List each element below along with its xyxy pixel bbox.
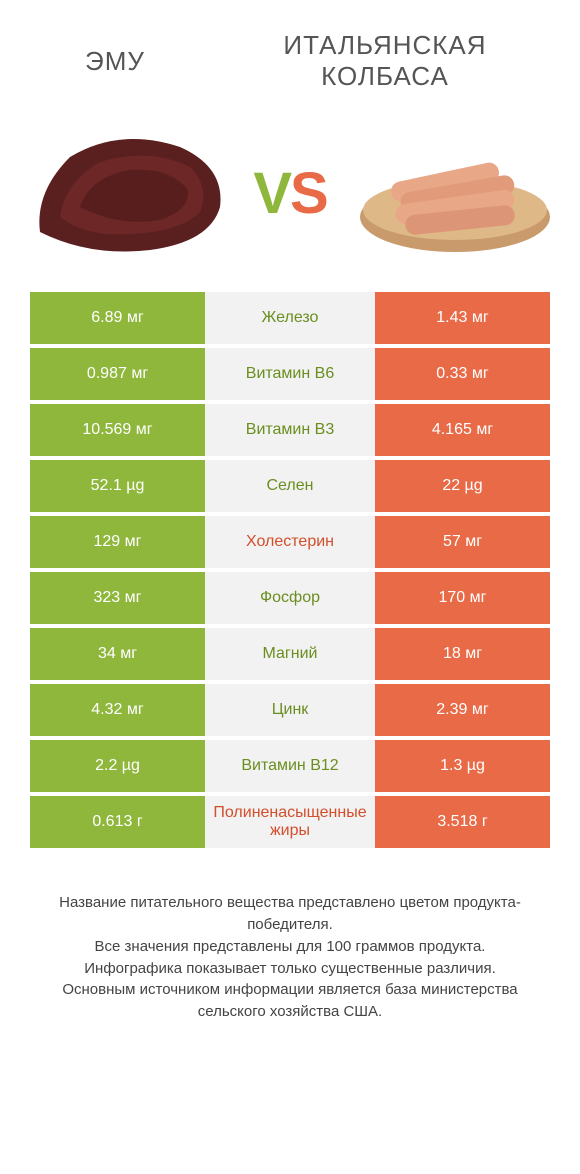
- title-right: ИТАЛЬЯНСКАЯ КОЛБАСА: [275, 30, 495, 92]
- table-row: 6.89 мгЖелезо1.43 мг: [30, 292, 550, 344]
- left-value: 34 мг: [30, 628, 205, 680]
- nutrient-label: Железо: [205, 292, 375, 344]
- nutrient-label: Селен: [205, 460, 375, 512]
- table-row: 34 мгМагний18 мг: [30, 628, 550, 680]
- nutrient-label: Цинк: [205, 684, 375, 736]
- vs-badge: VS: [253, 161, 326, 228]
- vs-s: S: [290, 162, 327, 227]
- left-value: 4.32 мг: [30, 684, 205, 736]
- header: ЭМУ ИТАЛЬЯНСКАЯ КОЛБАСА: [0, 0, 580, 102]
- nutrient-label: Полиненасыщенные жиры: [205, 796, 375, 848]
- left-value: 0.613 г: [30, 796, 205, 848]
- table-row: 2.2 µgВитамин B121.3 µg: [30, 740, 550, 792]
- table-row: 323 мгФосфор170 мг: [30, 572, 550, 624]
- right-value: 4.165 мг: [375, 404, 550, 456]
- left-value: 0.987 мг: [30, 348, 205, 400]
- table-row: 4.32 мгЦинк2.39 мг: [30, 684, 550, 736]
- table-row: 0.613 гПолиненасыщенные жиры3.518 г: [30, 796, 550, 848]
- right-value: 3.518 г: [375, 796, 550, 848]
- footer-line-1: Название питательного вещества представл…: [30, 892, 550, 936]
- right-value: 0.33 мг: [375, 348, 550, 400]
- table-row: 10.569 мгВитамин B34.165 мг: [30, 404, 550, 456]
- nutrient-label: Магний: [205, 628, 375, 680]
- left-value: 2.2 µg: [30, 740, 205, 792]
- sausage-image: [350, 122, 550, 262]
- right-value: 170 мг: [375, 572, 550, 624]
- emu-meat-image: [30, 122, 230, 262]
- footer-line-4: Основным источником информации является …: [30, 979, 550, 1023]
- right-value: 18 мг: [375, 628, 550, 680]
- left-value: 6.89 мг: [30, 292, 205, 344]
- vs-v: V: [253, 162, 290, 227]
- nutrient-label: Холестерин: [205, 516, 375, 568]
- left-value: 10.569 мг: [30, 404, 205, 456]
- right-value: 2.39 мг: [375, 684, 550, 736]
- left-value: 129 мг: [30, 516, 205, 568]
- footer: Название питательного вещества представл…: [0, 852, 580, 1023]
- comparison-table: 6.89 мгЖелезо1.43 мг0.987 мгВитамин B60.…: [30, 292, 550, 848]
- right-value: 22 µg: [375, 460, 550, 512]
- images-row: VS: [0, 102, 580, 292]
- table-row: 129 мгХолестерин57 мг: [30, 516, 550, 568]
- right-value: 1.3 µg: [375, 740, 550, 792]
- footer-line-2: Все значения представлены для 100 граммо…: [30, 936, 550, 958]
- nutrient-label: Витамин B6: [205, 348, 375, 400]
- title-left: ЭМУ: [85, 46, 145, 77]
- left-value: 323 мг: [30, 572, 205, 624]
- right-value: 57 мг: [375, 516, 550, 568]
- left-value: 52.1 µg: [30, 460, 205, 512]
- nutrient-label: Фосфор: [205, 572, 375, 624]
- table-row: 52.1 µgСелен22 µg: [30, 460, 550, 512]
- table-row: 0.987 мгВитамин B60.33 мг: [30, 348, 550, 400]
- right-value: 1.43 мг: [375, 292, 550, 344]
- footer-line-3: Инфографика показывает только существенн…: [30, 958, 550, 980]
- nutrient-label: Витамин B3: [205, 404, 375, 456]
- nutrient-label: Витамин B12: [205, 740, 375, 792]
